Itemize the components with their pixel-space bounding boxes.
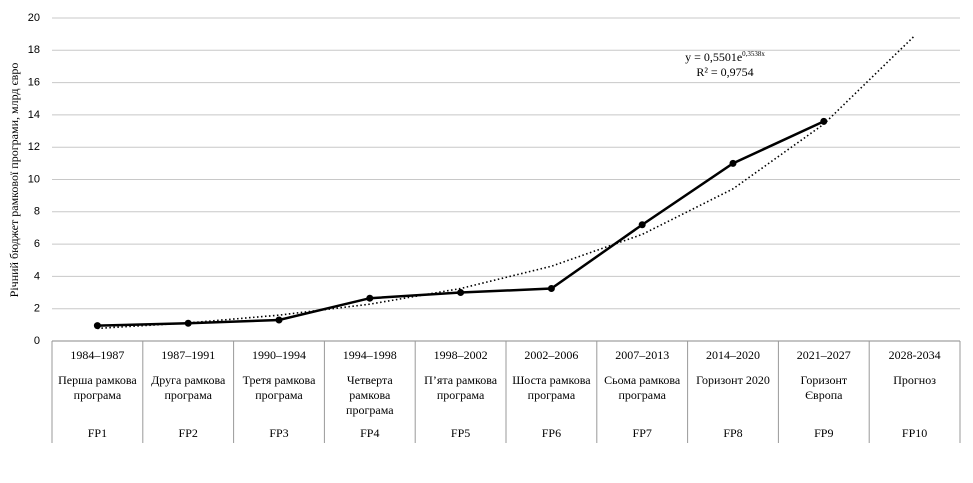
- y-tick-label: 18: [28, 44, 40, 56]
- x-tick-label: FP3: [269, 426, 288, 440]
- y-tick-label: 8: [34, 206, 40, 218]
- x-tick-label: FP10: [902, 426, 927, 440]
- point: [547, 285, 555, 293]
- equation: y = 0,5501e: [685, 50, 742, 64]
- program-name: Четверта: [347, 373, 394, 387]
- point: [457, 289, 465, 297]
- program-name: рамкова: [349, 388, 391, 402]
- y-tick-label: 20: [28, 12, 40, 24]
- y-tick-label: 0: [34, 335, 40, 347]
- program-name: Прогноз: [893, 373, 936, 387]
- x-tick-label: FP1: [88, 426, 107, 440]
- program-name: Горизонт 2020: [696, 373, 770, 387]
- period-label: 2002–2006: [524, 348, 578, 362]
- x-tick-label: FP4: [360, 426, 379, 440]
- program-name: програма: [346, 403, 394, 417]
- period-label: 1987–1991: [161, 348, 215, 362]
- point: [638, 221, 646, 229]
- program-name: програма: [255, 388, 303, 402]
- period-label: 1984–1987: [70, 348, 124, 362]
- point: [93, 322, 101, 330]
- y-tick-label: 16: [28, 77, 40, 89]
- r-squared: R² = 0,9754: [696, 65, 753, 79]
- program-name: програма: [74, 388, 122, 402]
- equation-exponent: 0,3538x: [742, 50, 765, 58]
- point: [729, 159, 737, 167]
- trendline: [97, 35, 916, 330]
- x-tick-label: FP9: [814, 426, 833, 440]
- y-tick-label: 2: [34, 303, 40, 315]
- x-tick-label: FP7: [633, 426, 652, 440]
- program-name: програма: [437, 388, 485, 402]
- point: [820, 117, 828, 125]
- program-name: програма: [528, 388, 576, 402]
- x-tick-label: FP6: [542, 426, 561, 440]
- y-tick-label: 4: [34, 270, 40, 282]
- point: [184, 319, 192, 327]
- x-tick-label: FP5: [451, 426, 470, 440]
- period-label: 2007–2013: [615, 348, 669, 362]
- program-name: Європа: [805, 388, 843, 402]
- program-name: П’ята рамкова: [424, 373, 498, 387]
- period-label: 2028-2034: [889, 348, 941, 362]
- y-tick-label: 14: [28, 109, 40, 121]
- program-name: Сьома рамкова: [604, 373, 681, 387]
- program-name: Друга рамкова: [151, 373, 226, 387]
- point: [275, 316, 283, 324]
- program-name: програма: [164, 388, 212, 402]
- period-label: 2014–2020: [706, 348, 760, 362]
- program-name: Перша рамкова: [58, 373, 137, 387]
- period-label: 1990–1994: [252, 348, 306, 362]
- point: [366, 294, 374, 302]
- y-tick-label: 12: [28, 141, 40, 153]
- x-tick-label: FP8: [723, 426, 742, 440]
- y-tick-label: 6: [34, 238, 40, 250]
- trend-equation: y = 0,5501e0,3538x: [685, 50, 765, 64]
- period-label: 2021–2027: [797, 348, 851, 362]
- program-name: Горизонт: [800, 373, 847, 387]
- program-name: Шоста рамкова: [512, 373, 591, 387]
- program-name: програма: [618, 388, 666, 402]
- x-tick-label: FP2: [179, 426, 198, 440]
- y-axis-label: Річний бюджет рамкової програми, млрд єв…: [7, 63, 21, 298]
- y-tick-label: 10: [28, 173, 40, 185]
- period-label: 1998–2002: [434, 348, 488, 362]
- program-name: Третя рамкова: [243, 373, 316, 387]
- period-label: 1994–1998: [343, 348, 397, 362]
